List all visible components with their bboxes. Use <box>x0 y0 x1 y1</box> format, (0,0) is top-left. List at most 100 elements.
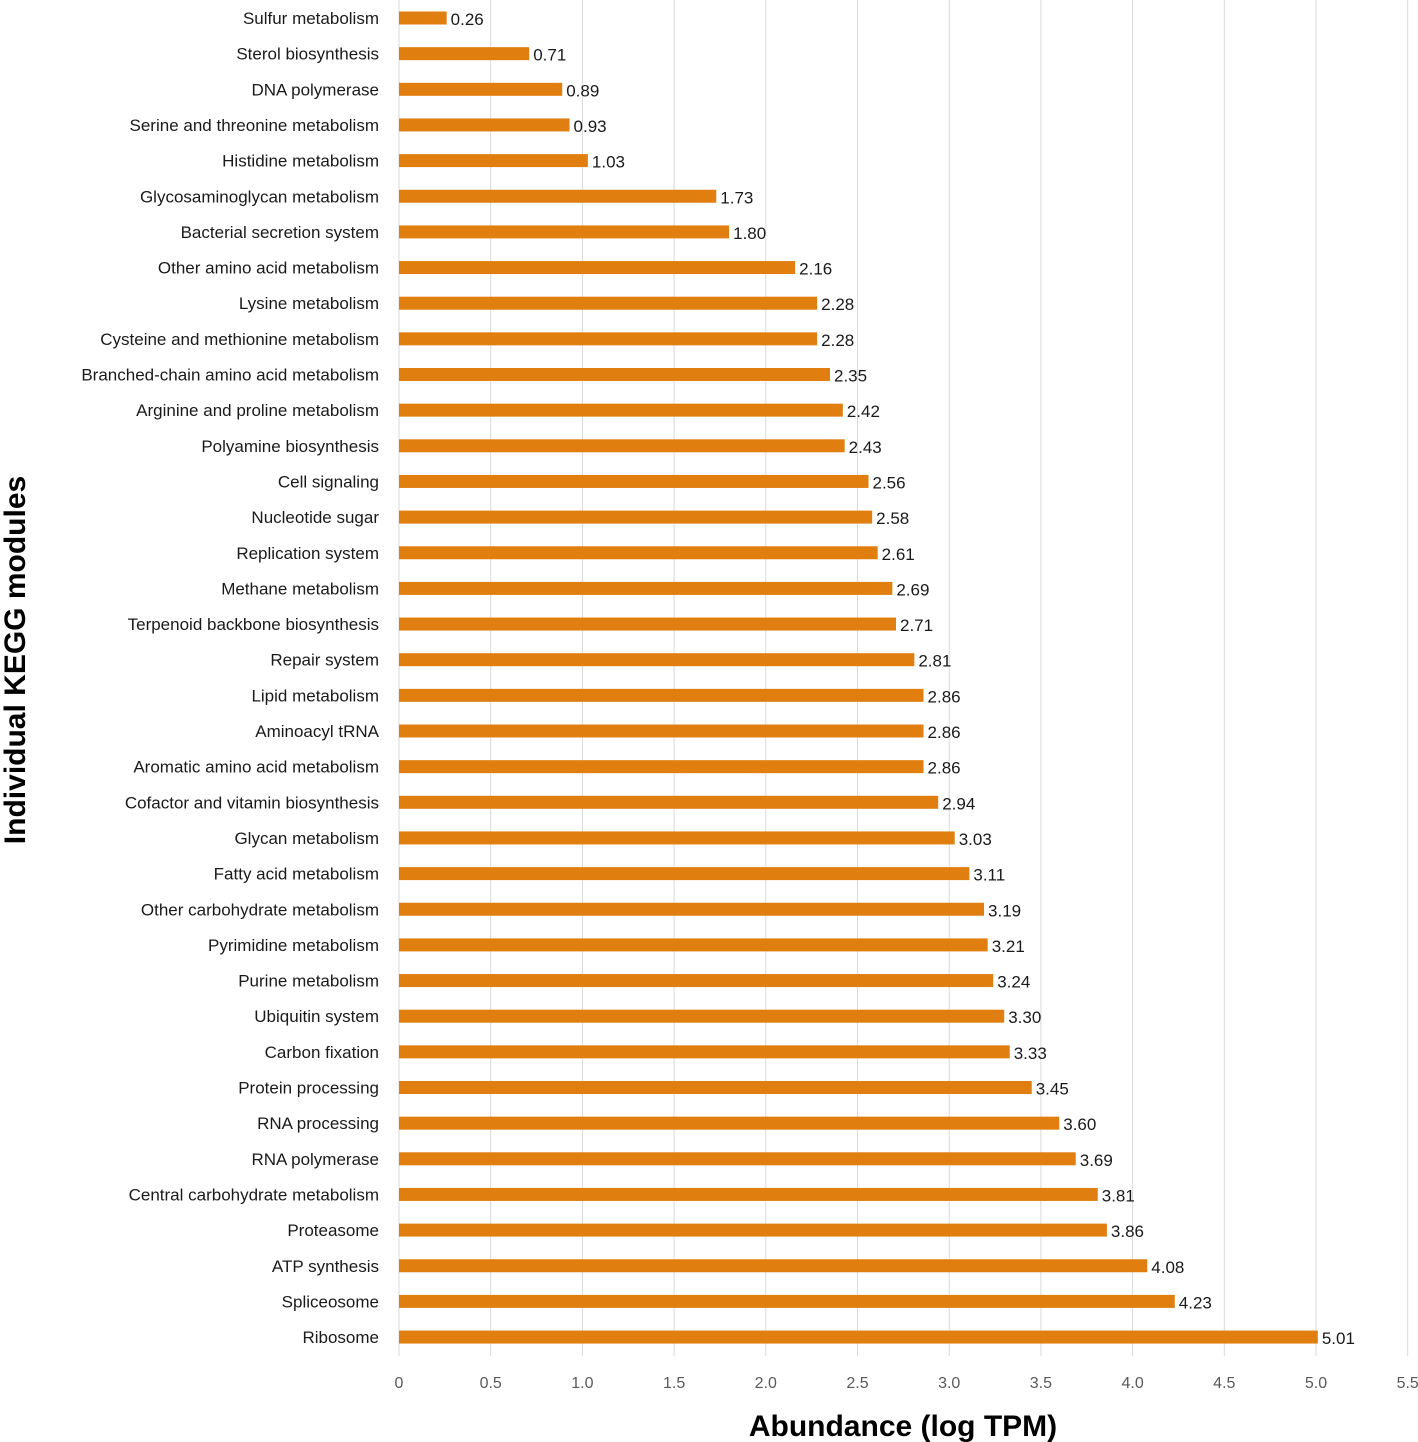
bar-value-label: 3.60 <box>1063 1115 1096 1134</box>
category-label: Cysteine and methionine metabolism <box>100 330 379 349</box>
bar-value-label: 3.03 <box>959 830 992 849</box>
bar <box>399 724 924 738</box>
bar <box>399 867 970 881</box>
category-label: Branched-chain amino acid metabolism <box>81 366 379 385</box>
category-label: Aminoacyl tRNA <box>255 722 379 741</box>
bar <box>399 1152 1076 1166</box>
bar-value-label: 0.26 <box>451 10 484 29</box>
bar-value-label: 4.23 <box>1179 1293 1212 1312</box>
bar <box>399 617 897 631</box>
bar <box>399 296 818 310</box>
bar-value-label: 3.69 <box>1080 1151 1113 1170</box>
category-label: Lysine metabolism <box>239 294 379 313</box>
category-label: Purine metabolism <box>238 972 379 991</box>
bar-value-label: 3.24 <box>997 973 1030 992</box>
category-label: Lipid metabolism <box>251 686 379 705</box>
category-label: Other carbohydrate metabolism <box>141 900 379 919</box>
bar <box>399 1116 1060 1130</box>
category-label: Replication system <box>236 544 379 563</box>
bar <box>399 1223 1107 1237</box>
bar-value-label: 3.45 <box>1036 1080 1069 1099</box>
bar <box>399 902 985 916</box>
bar <box>399 261 796 275</box>
bar-value-label: 2.35 <box>834 367 867 386</box>
category-label: Carbon fixation <box>265 1043 379 1062</box>
bar <box>399 82 563 96</box>
bar-value-label: 3.86 <box>1111 1222 1144 1241</box>
bar <box>399 760 924 774</box>
x-tick-label: 4.0 <box>1121 1375 1143 1392</box>
bar <box>399 581 893 595</box>
bar-value-label: 0.93 <box>574 117 607 136</box>
bar <box>399 1330 1318 1344</box>
bar-value-label: 2.86 <box>928 723 961 742</box>
category-label: Arginine and proline metabolism <box>136 401 379 420</box>
x-tick-label: 0.5 <box>480 1375 502 1392</box>
bar-value-label: 3.33 <box>1014 1044 1047 1063</box>
bar-value-label: 2.43 <box>849 438 882 457</box>
x-tick-label: 3.0 <box>938 1375 960 1392</box>
bar <box>399 225 730 239</box>
bar <box>399 688 924 702</box>
category-label: Fatty acid metabolism <box>214 865 379 884</box>
category-label: RNA processing <box>257 1114 379 1133</box>
bar <box>399 189 717 203</box>
bar-value-label: 3.19 <box>988 901 1021 920</box>
category-label: Pyrimidine metabolism <box>208 936 379 955</box>
x-tick-label: 4.5 <box>1213 1375 1235 1392</box>
bar <box>399 974 994 988</box>
x-tick-label: 5.0 <box>1305 1375 1327 1392</box>
bar-value-label: 2.61 <box>882 545 915 564</box>
bar <box>399 118 570 132</box>
bar <box>399 938 988 952</box>
category-label: Protein processing <box>238 1079 379 1098</box>
category-label: ATP synthesis <box>272 1257 379 1276</box>
bar-value-label: 2.56 <box>873 473 906 492</box>
category-label: Bacterial secretion system <box>181 223 379 242</box>
x-tick-label: 1.0 <box>571 1375 593 1392</box>
bar-value-label: 3.30 <box>1008 1008 1041 1027</box>
bar-value-label: 2.16 <box>799 260 832 279</box>
bar <box>399 1081 1032 1094</box>
bar-value-label: 2.28 <box>821 331 854 350</box>
bar <box>399 831 955 845</box>
bar-value-label: 2.94 <box>942 794 975 813</box>
bar <box>399 546 878 560</box>
bar-value-label: 3.81 <box>1102 1186 1135 1205</box>
category-label: Sulfur metabolism <box>243 9 379 28</box>
bar <box>399 795 939 809</box>
bar <box>399 474 869 488</box>
bar-value-label: 2.86 <box>928 687 961 706</box>
bar <box>399 510 873 524</box>
x-tick-label: 0 <box>395 1375 404 1392</box>
category-label: Polyamine biosynthesis <box>201 437 379 456</box>
category-label: Cell signaling <box>278 472 379 491</box>
bar-value-label: 3.11 <box>973 866 1005 885</box>
y-axis-title: Individual KEGG modules <box>0 476 32 844</box>
bar <box>399 1294 1175 1308</box>
category-label: Terpenoid backbone biosynthesis <box>128 615 379 634</box>
category-label: Spliceosome <box>282 1292 379 1311</box>
bar <box>399 47 530 61</box>
category-label: Glycan metabolism <box>234 829 379 848</box>
category-label: Cofactor and vitamin biosynthesis <box>125 793 379 812</box>
bar <box>399 653 915 667</box>
bar-value-label: 2.69 <box>896 580 929 599</box>
category-label: DNA polymerase <box>251 80 379 99</box>
x-tick-label: 1.5 <box>663 1375 685 1392</box>
bar-value-label: 2.86 <box>928 759 961 778</box>
bar-value-label: 0.89 <box>566 81 599 100</box>
bar-value-label: 4.08 <box>1151 1258 1184 1277</box>
bar-value-label: 1.73 <box>720 188 753 207</box>
category-label: Sterol biosynthesis <box>236 45 379 64</box>
category-label: Other amino acid metabolism <box>158 259 379 278</box>
bar <box>399 154 588 168</box>
bar-value-label: 0.71 <box>533 46 566 65</box>
bar-value-label: 2.58 <box>876 509 909 528</box>
category-label: Serine and threonine metabolism <box>130 116 379 135</box>
category-label: Central carbohydrate metabolism <box>129 1185 379 1204</box>
category-label: Proteasome <box>287 1221 379 1240</box>
bar <box>399 403 843 417</box>
x-tick-label: 2.5 <box>846 1375 868 1392</box>
